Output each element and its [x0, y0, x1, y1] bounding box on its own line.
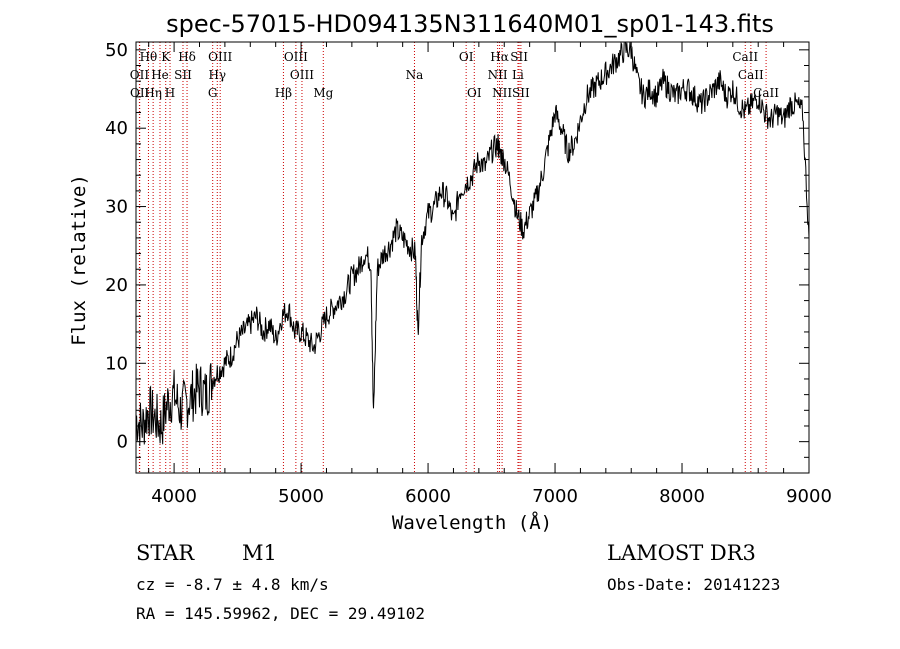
spectral-line-label: NII	[492, 86, 512, 100]
spectral-line-label: Hγ	[208, 68, 226, 82]
plot-frame	[135, 41, 810, 474]
object-class: STAR	[136, 541, 195, 565]
spectral-line-label: CaII	[738, 68, 764, 82]
spectral-line-label: H	[165, 86, 175, 100]
spectral-line-label: SII	[512, 86, 530, 100]
spectral-line-label: CaII	[753, 86, 779, 100]
y-tick-label: 40	[105, 118, 128, 139]
spectral-line-label: Hη	[144, 86, 162, 100]
spectral-line-label: SII	[174, 68, 192, 82]
spectral-line-label: OII	[130, 68, 150, 82]
spectral-line-label: CaII	[732, 50, 758, 64]
y-tick-label: 30	[105, 197, 128, 218]
x-tick-label: 7000	[532, 486, 578, 507]
observation-date: Obs-Date: 20141223	[607, 575, 780, 594]
spectral-line-label: Hθ	[140, 50, 158, 64]
spectral-line-label: OII	[130, 86, 150, 100]
x-tick-label: 8000	[659, 486, 705, 507]
y-tick-label: 50	[105, 40, 128, 61]
spectral-line-label: Li	[512, 68, 524, 82]
spectral-line-label: K	[161, 50, 171, 64]
spectral-line-label: Hα	[490, 50, 509, 64]
spectral-line-label: NII	[488, 68, 508, 82]
spectral-line-label: OI	[459, 50, 474, 64]
survey-name: LAMOST DR3	[607, 541, 756, 565]
x-tick-label: 6000	[405, 486, 451, 507]
spectral-line-markers	[138, 42, 767, 473]
spectral-line-label: Mg	[313, 86, 333, 100]
object-subclass: M1	[242, 541, 277, 565]
spectral-line-label: OIII	[284, 50, 308, 64]
spectral-line-label: G	[208, 86, 218, 100]
y-axis-ticks: 0 10 20 30 40 50	[105, 40, 809, 458]
x-tick-label: 4000	[151, 486, 197, 507]
spectrum-series-line	[135, 41, 810, 447]
spectral-line-label: Hβ	[275, 86, 292, 100]
x-axis-ticks: 4000 5000 6000 7000 8000 9000	[148, 42, 832, 507]
spectral-line-label: OIII	[290, 68, 314, 82]
x-tick-label: 5000	[278, 486, 324, 507]
y-axis-label: Flux (relative)	[68, 174, 90, 346]
x-tick-label: 9000	[786, 486, 832, 507]
spectral-line-label: Hδ	[178, 50, 196, 64]
spectral-line-label: Na	[406, 68, 424, 82]
spectral-line-label: OI	[467, 86, 482, 100]
y-tick-label: 0	[117, 432, 128, 453]
spectral-line-label: OIII	[208, 50, 232, 64]
y-tick-label: 10	[105, 353, 128, 374]
redshift-cz: cz = -8.7 ± 4.8 km/s	[136, 575, 329, 594]
spectral-line-label: He	[151, 68, 169, 82]
chart-title: spec-57015-HD094135N311640M01_sp01-143.f…	[166, 10, 774, 38]
x-axis-label: Wavelength (Å)	[392, 511, 552, 534]
ra-dec-coordinates: RA = 145.59962, DEC = 29.49102	[136, 604, 425, 623]
y-tick-label: 20	[105, 275, 128, 296]
spectral-line-label: SII	[510, 50, 528, 64]
